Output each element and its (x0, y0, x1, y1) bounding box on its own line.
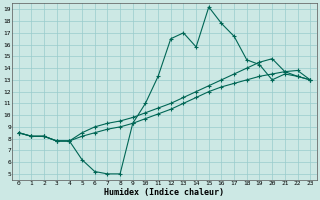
X-axis label: Humidex (Indice chaleur): Humidex (Indice chaleur) (104, 188, 224, 197)
